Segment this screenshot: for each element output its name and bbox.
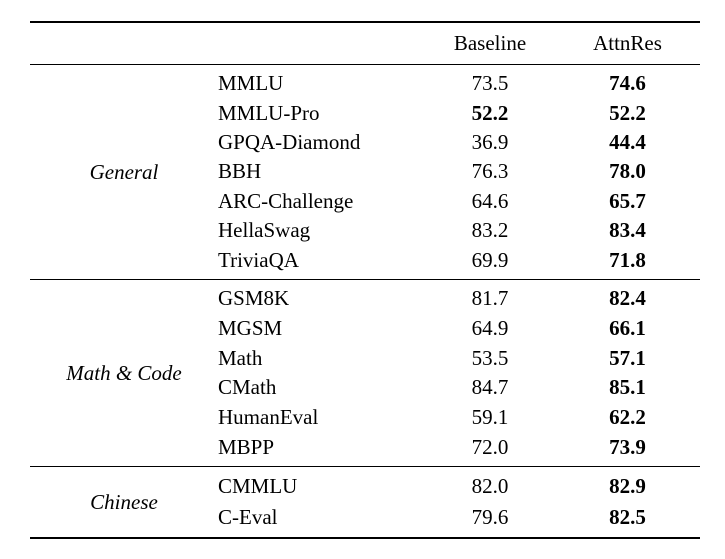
- benchmark-name: ARC-Challenge: [218, 188, 354, 213]
- section-math-code: Math & Code GSM8K 81.7 82.4 MGSM 64.9 66…: [30, 280, 700, 467]
- baseline-value: 53.5: [471, 345, 509, 370]
- benchmark-name: CMMLU: [218, 474, 298, 498]
- attnres-value: 52.2: [609, 100, 646, 125]
- baseline-value: 83.2: [471, 218, 509, 243]
- group-label-general: General: [89, 159, 159, 184]
- table-row: GPQA-Diamond 36.9 44.4: [218, 128, 700, 157]
- table-row: TriviaQA 69.9 71.8: [218, 246, 700, 275]
- baseline-value: 72.0: [471, 434, 509, 459]
- benchmark-name: HellaSwag: [218, 218, 311, 243]
- baseline-value: 76.3: [471, 159, 509, 184]
- attnres-value: 82.4: [609, 286, 646, 311]
- section-general: General MMLU 73.5 74.6 MMLU-Pro 52.2 52.…: [30, 65, 700, 280]
- attnres-column-header: AttnRes: [593, 31, 662, 55]
- table-row: Math 53.5 57.1: [218, 343, 700, 373]
- group-label-math-code: Math & Code: [66, 360, 182, 385]
- baseline-value: 84.7: [471, 375, 509, 400]
- section-chinese: Chinese CMMLU 82.0 82.9 C-Eval 79.6 82.5: [30, 467, 700, 539]
- benchmark-name: BBH: [218, 159, 262, 184]
- baseline-value: 69.9: [471, 247, 509, 272]
- table-header-row: Baseline AttnRes: [30, 21, 700, 65]
- baseline-value: 81.7: [471, 286, 509, 311]
- attnres-value: 57.1: [609, 345, 646, 370]
- attnres-value: 74.6: [609, 71, 646, 96]
- attnres-value: 82.5: [609, 505, 646, 529]
- table-row: HellaSwag 83.2 83.4: [218, 216, 700, 245]
- table-row: MMLU-Pro 52.2 52.2: [218, 98, 700, 127]
- table-row: ARC-Challenge 64.6 65.7: [218, 187, 700, 216]
- table-row: MGSM 64.9 66.1: [218, 314, 700, 344]
- benchmark-results-table: Baseline AttnRes General MMLU 73.5 74.6 …: [30, 21, 700, 539]
- attnres-value: 83.4: [609, 218, 646, 243]
- attnres-value: 78.0: [609, 159, 646, 184]
- table-row: MMLU 73.5 74.6: [218, 69, 700, 98]
- benchmark-name: MGSM: [218, 316, 283, 340]
- table-row: CMMLU 82.0 82.9: [218, 471, 700, 502]
- table-row: CMath 84.7 85.1: [218, 373, 700, 403]
- baseline-value: 64.6: [471, 188, 509, 213]
- benchmark-name: Math: [218, 345, 263, 370]
- attnres-value: 66.1: [609, 316, 646, 340]
- baseline-value: 36.9: [471, 130, 509, 155]
- benchmark-name: MMLU: [218, 71, 284, 96]
- benchmark-name: GPQA-Diamond: [218, 130, 361, 155]
- baseline-value: 52.2: [471, 100, 509, 125]
- benchmark-name: GSM8K: [218, 286, 290, 311]
- baseline-value: 59.1: [471, 405, 509, 430]
- attnres-value: 65.7: [609, 188, 646, 213]
- attnres-value: 44.4: [609, 130, 646, 155]
- attnres-value: 85.1: [609, 375, 646, 400]
- group-label-chinese: Chinese: [90, 489, 158, 514]
- benchmark-name: C-Eval: [218, 505, 278, 529]
- attnres-value: 73.9: [609, 434, 646, 459]
- benchmark-name: TriviaQA: [218, 247, 299, 272]
- baseline-column-header: Baseline: [453, 31, 527, 55]
- baseline-value: 64.9: [471, 316, 509, 340]
- baseline-value: 82.0: [471, 474, 509, 498]
- benchmark-name: HumanEval: [218, 405, 319, 430]
- table-row: MBPP 72.0 73.9: [218, 432, 700, 462]
- benchmark-name: MMLU-Pro: [218, 100, 320, 125]
- attnres-value: 82.9: [609, 474, 646, 498]
- benchmark-name: MBPP: [218, 434, 275, 459]
- benchmark-name: CMath: [218, 375, 277, 400]
- baseline-value: 73.5: [471, 71, 509, 96]
- attnres-value: 71.8: [609, 247, 646, 272]
- table-row: C-Eval 79.6 82.5: [218, 502, 700, 533]
- attnres-value: 62.2: [609, 405, 646, 430]
- table-row: GSM8K 81.7 82.4: [218, 284, 700, 314]
- table-row: BBH 76.3 78.0: [218, 157, 700, 186]
- table-row: HumanEval 59.1 62.2: [218, 403, 700, 433]
- baseline-value: 79.6: [471, 505, 509, 529]
